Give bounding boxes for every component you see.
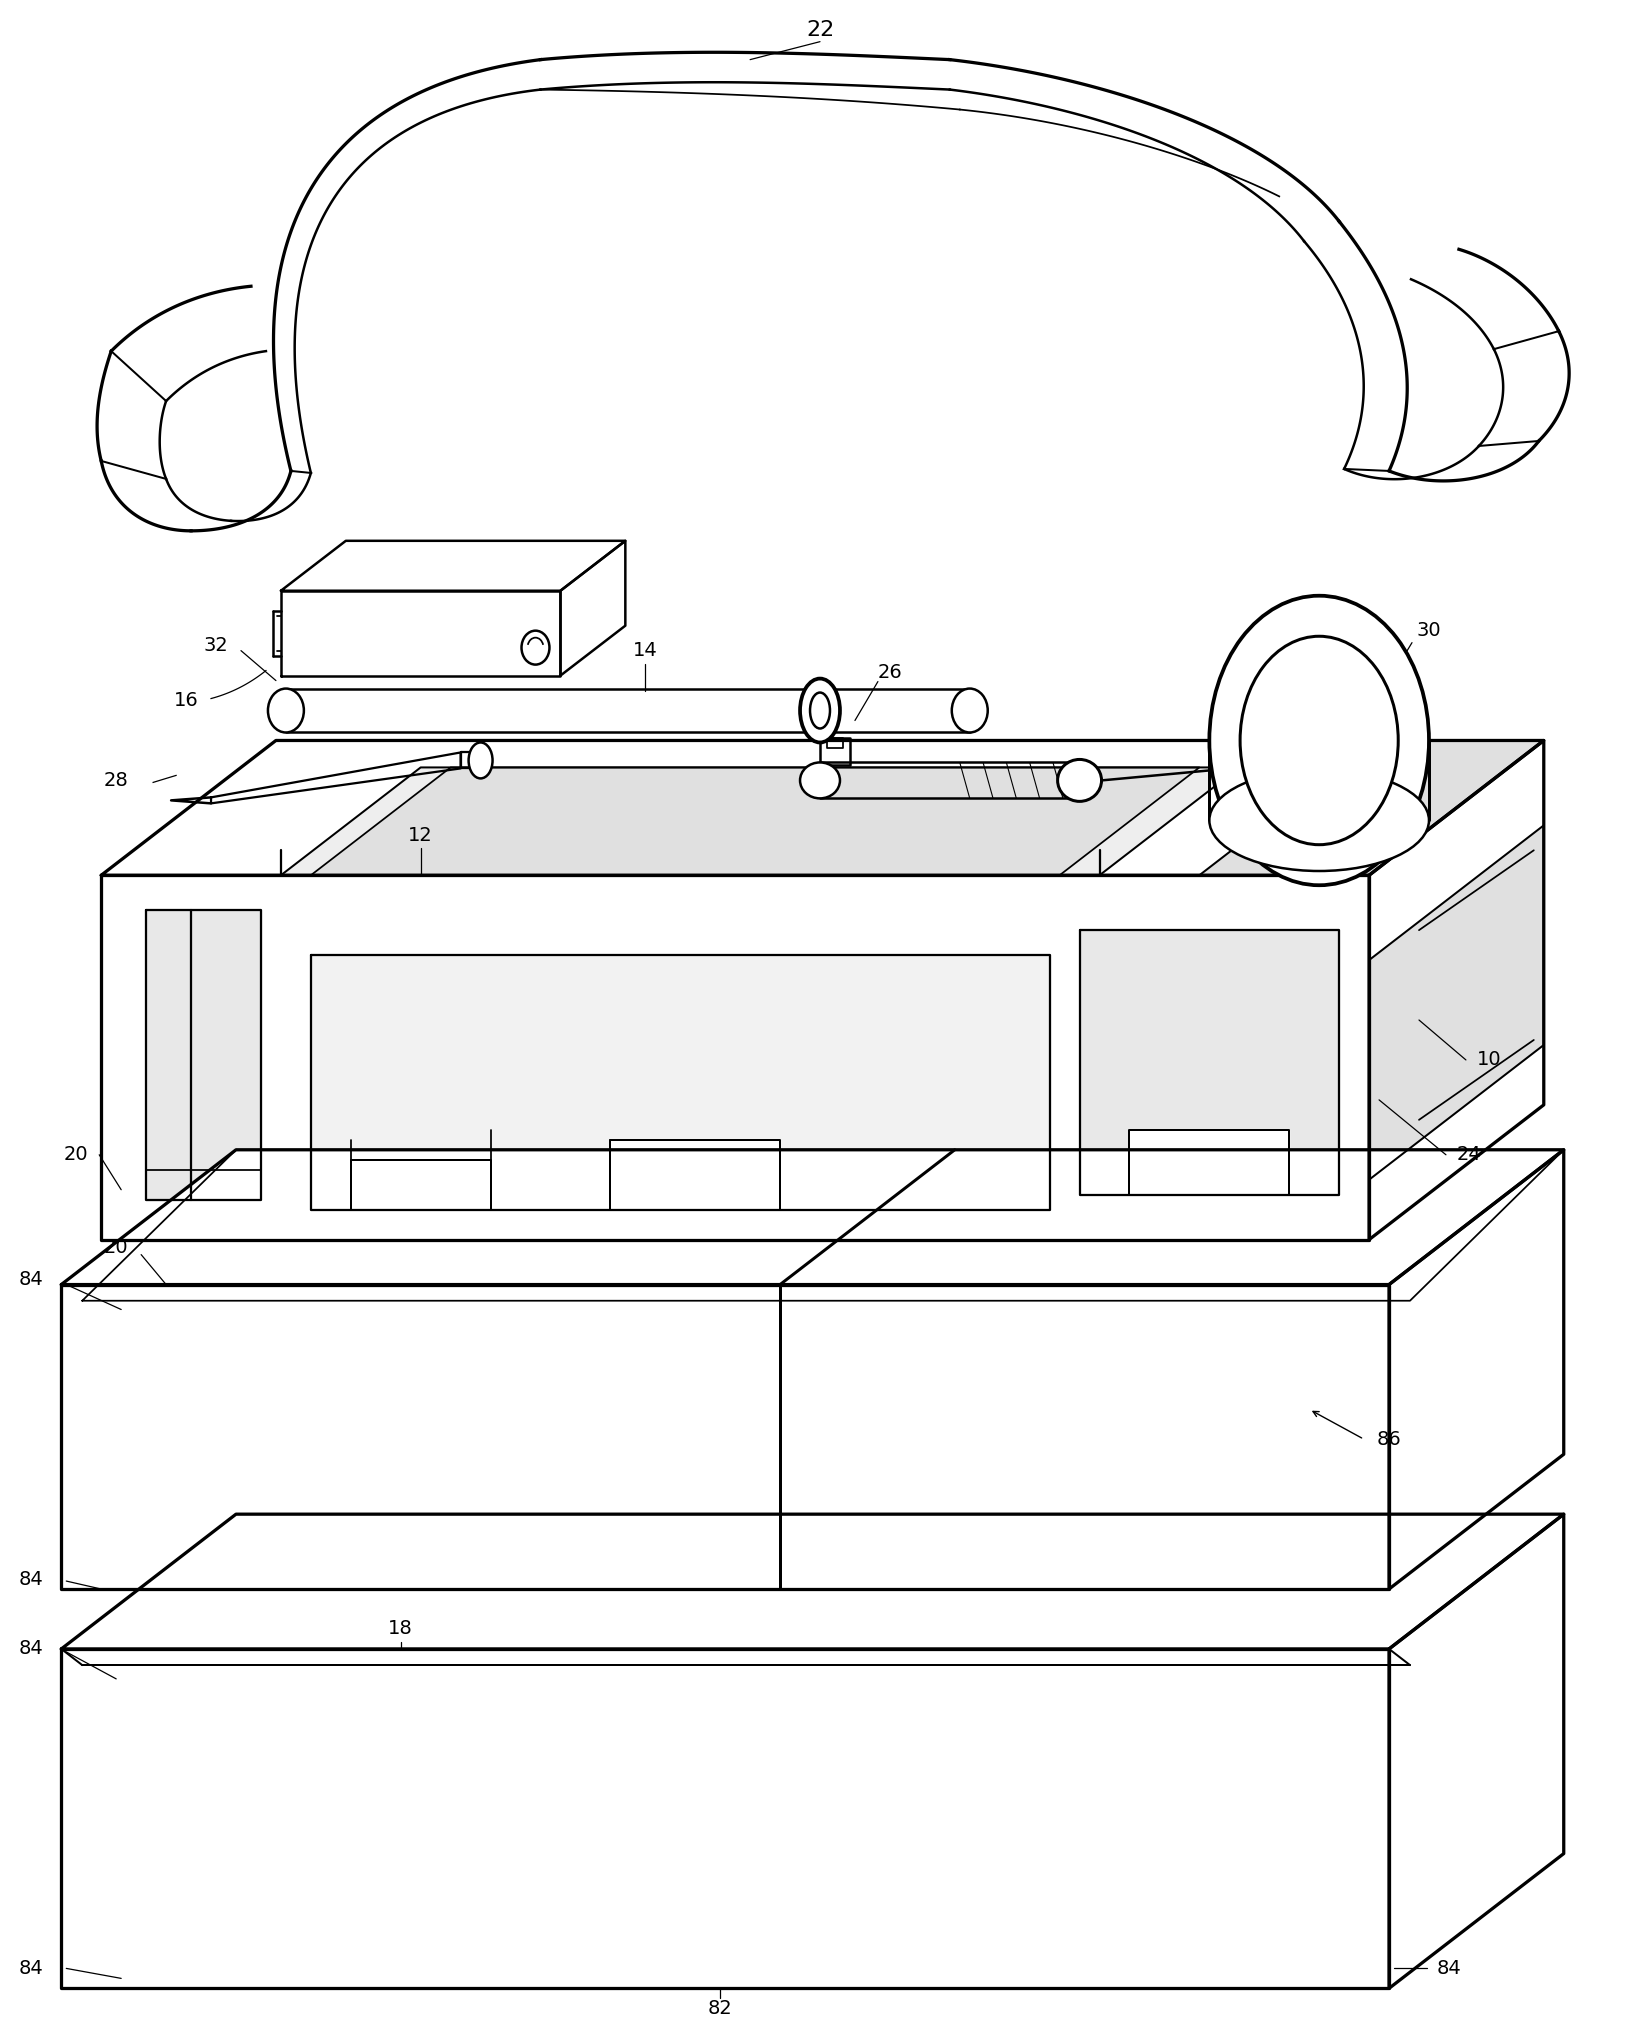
Ellipse shape [1058,760,1101,801]
Polygon shape [461,752,481,769]
Polygon shape [1389,1515,1564,1989]
Polygon shape [311,766,1200,875]
Ellipse shape [1239,636,1397,844]
Text: 22: 22 [807,20,835,39]
Text: 82: 82 [708,1999,732,2017]
Ellipse shape [800,679,839,742]
Polygon shape [286,689,969,732]
Text: 12: 12 [408,826,433,844]
Polygon shape [826,738,843,748]
Text: 84: 84 [20,1269,44,1290]
Text: 20: 20 [104,1239,128,1257]
Polygon shape [281,542,625,591]
Text: 26: 26 [877,662,902,683]
Text: 84: 84 [20,1639,44,1658]
Text: 10: 10 [1476,1051,1501,1069]
Polygon shape [820,762,1080,799]
Polygon shape [560,542,625,677]
Polygon shape [171,797,211,803]
Text: 84: 84 [1437,1958,1462,1979]
Polygon shape [100,740,1544,875]
Polygon shape [820,738,849,764]
Text: 14: 14 [634,642,658,660]
Polygon shape [311,955,1050,1210]
Polygon shape [281,591,560,677]
Text: 18: 18 [388,1619,413,1639]
Polygon shape [351,1159,491,1210]
Ellipse shape [810,693,830,728]
Ellipse shape [1210,595,1429,885]
Ellipse shape [522,632,550,664]
Polygon shape [1080,930,1340,1194]
Polygon shape [82,1151,1564,1300]
Text: 32: 32 [204,636,229,656]
Ellipse shape [1210,771,1429,871]
Text: 16: 16 [174,691,199,709]
Polygon shape [1200,740,1544,875]
Polygon shape [61,1515,1564,1650]
Text: 20: 20 [64,1145,89,1165]
Polygon shape [1389,1151,1564,1588]
Text: 28: 28 [104,771,128,789]
Ellipse shape [469,742,492,779]
Text: 84: 84 [20,1570,44,1588]
Polygon shape [1369,740,1544,1239]
Text: 24: 24 [1457,1145,1481,1165]
Polygon shape [1210,740,1429,820]
Polygon shape [281,766,1239,875]
Polygon shape [61,1650,1389,1989]
Text: 84: 84 [20,1958,44,1979]
Text: 30: 30 [1417,621,1442,640]
Ellipse shape [951,689,988,732]
Polygon shape [61,1151,1564,1284]
Ellipse shape [268,689,305,732]
Polygon shape [211,752,461,803]
Polygon shape [1129,1130,1289,1194]
Polygon shape [1210,719,1279,771]
Polygon shape [146,910,262,1200]
Polygon shape [1369,826,1544,1179]
Polygon shape [61,1284,1389,1588]
Ellipse shape [800,762,839,799]
Text: 86: 86 [1376,1431,1401,1449]
Polygon shape [100,875,1369,1239]
Polygon shape [611,1141,780,1210]
